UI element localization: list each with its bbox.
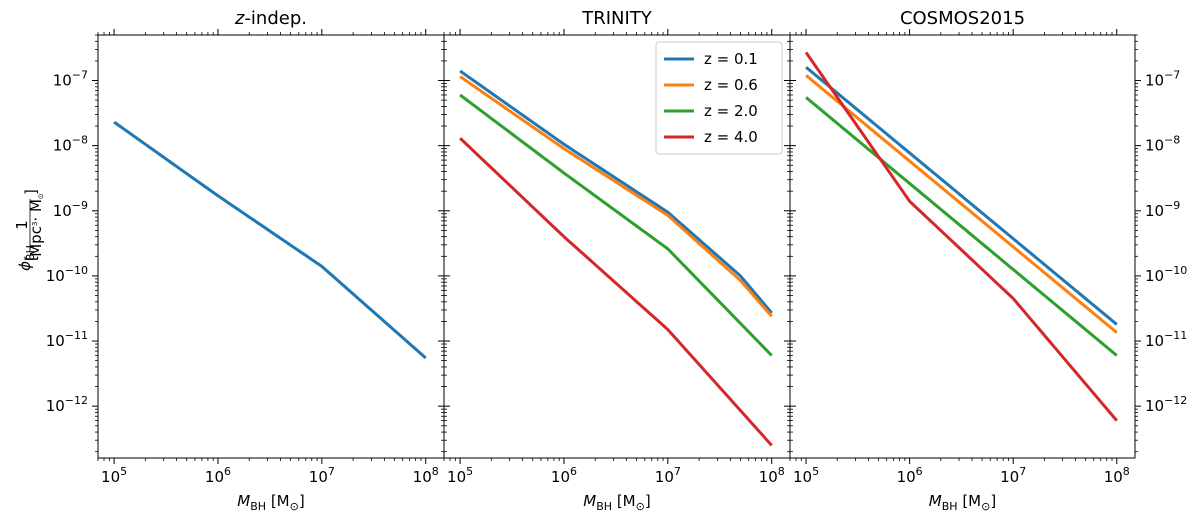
panels-layer: z-indep. 105 106 107 108 10−7 10−8 10−9 10−10 10−…: [46, 8, 1188, 513]
series-line-z-4-0: [804, 51, 1118, 422]
panel-frame: [97, 34, 445, 459]
y-tick-label: 10−8: [53, 134, 88, 155]
x-tick-label: 105: [101, 465, 127, 486]
legend-label: z = 0.1: [704, 50, 758, 68]
y-tick-label: 10−9: [1145, 199, 1180, 220]
y-label-symbol: ϕ: [16, 261, 34, 271]
y-tick-label: 10−8: [1145, 134, 1180, 155]
y-label-subscript: BH: [24, 245, 37, 261]
panel-title: z-indep.: [234, 8, 307, 29]
x-axis-label: MBH [M⊙]: [237, 492, 304, 513]
y-tick-label: 10−10: [46, 264, 88, 285]
legend-label: z = 0.6: [704, 76, 758, 94]
series-line-z-2-0: [805, 96, 1118, 357]
panel-frame: [789, 34, 1136, 459]
x-tick-label: 105: [793, 465, 819, 486]
x-tick-label: 106: [551, 465, 577, 486]
legend: z = 0.1 z = 0.6 z = 2.0 z = 4.0: [655, 41, 783, 155]
x-tick-label: 108: [1104, 465, 1130, 486]
panel-title: TRINITY: [581, 8, 653, 29]
x-tick-label: 106: [897, 465, 923, 486]
x-tick-label: 105: [447, 465, 473, 486]
y-tick-label: 10−9: [53, 199, 88, 220]
series-line-z-0-6: [805, 74, 1118, 334]
series-line-z-0-1: [805, 66, 1118, 326]
y-label-denominator-unit: Mpc: [27, 226, 45, 257]
series-line-z-indep-: [113, 120, 427, 360]
svg-text:Mpc3· M⊙: Mpc3· M⊙: [27, 193, 45, 257]
series-line-z-0-1: [459, 69, 773, 314]
legend-label: z = 4.0: [704, 128, 758, 146]
svg-text:ϕBH: ϕBH: [16, 245, 37, 271]
panel-1: z-indep. 105 106 107 108 10−7 10−8 10−9 10−10 10−…: [46, 8, 450, 513]
series-line-z-2-0: [459, 93, 773, 357]
legend-label: z = 2.0: [704, 102, 758, 120]
series-line-z-4-0: [459, 137, 773, 447]
x-tick-label: 106: [205, 465, 231, 486]
x-axis-label: MBH [M⊙]: [583, 492, 650, 513]
y-label-denominator-rest: · M: [27, 199, 45, 221]
y-tick-label: 10−7: [1145, 69, 1180, 90]
series-line-z-0-6: [459, 75, 773, 318]
x-tick-label: 108: [413, 465, 439, 486]
panel-title: COSMOS2015: [900, 8, 1025, 29]
y-axis-label-fraction: [ ] 1 Mpc3· M⊙: [13, 189, 45, 261]
y-label-denominator-power: 3: [31, 222, 39, 226]
y-tick-label: 10−7: [53, 69, 88, 90]
y-axis-label: ϕBH: [16, 245, 37, 271]
y-tick-label: 10−12: [1145, 394, 1187, 415]
y-tick-label: 10−11: [46, 329, 88, 350]
y-label-numerator: 1: [13, 220, 31, 230]
x-axis-label: MBH [M⊙]: [929, 492, 996, 513]
panel-3: COSMOS2015 105 106 107 108 10−7 10−8 10−9 10−10 1…: [784, 8, 1187, 513]
svg-text:]: ]: [22, 189, 40, 195]
y-tick-label: 10−11: [1145, 329, 1187, 350]
y-label-denominator-sub: ⊙: [37, 193, 45, 199]
x-tick-label: 107: [655, 465, 681, 486]
x-tick-label: 108: [759, 465, 785, 486]
y-tick-label: 10−12: [46, 394, 88, 415]
legend-box: [655, 41, 783, 155]
svg-text:[: [: [22, 255, 40, 261]
x-tick-label: 107: [1000, 465, 1026, 486]
x-tick-label: 107: [309, 465, 335, 486]
y-tick-label: 10−10: [1145, 264, 1187, 285]
